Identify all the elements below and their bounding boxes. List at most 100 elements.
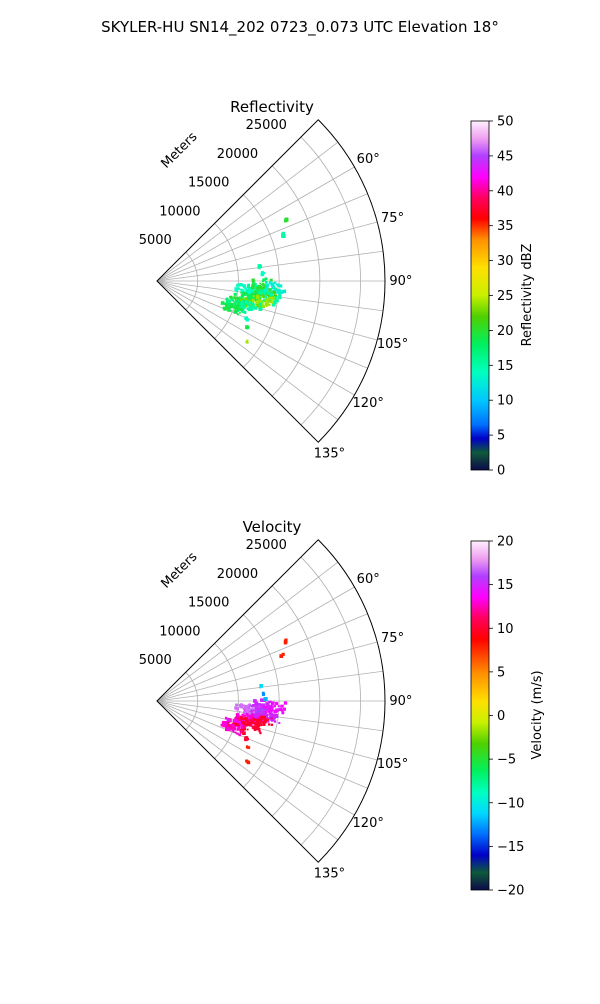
echo-gate	[234, 306, 237, 310]
echo-gate	[278, 290, 281, 293]
echo-gate	[253, 721, 257, 725]
echo-gate	[247, 303, 249, 305]
echo-gate	[274, 302, 277, 304]
echo-gate	[251, 285, 255, 290]
echo-gate	[259, 307, 263, 310]
echo-gate	[229, 718, 232, 721]
echo-gate	[235, 296, 239, 300]
echo-gate	[235, 304, 240, 309]
echo-gate	[282, 707, 286, 711]
echo-gate	[256, 712, 260, 716]
azimuth-gridline	[156, 700, 378, 761]
echo-gate	[225, 304, 228, 307]
range-tick-label: 5000	[139, 233, 172, 248]
echo-gate	[245, 759, 249, 763]
echo-gate	[222, 721, 225, 724]
echo-gate	[220, 301, 225, 305]
echo-gate	[279, 284, 283, 288]
echo-gate	[255, 286, 259, 290]
echo-gate	[247, 284, 249, 286]
echo-gate	[262, 305, 265, 309]
colorbar-tick-label: 0	[497, 464, 505, 479]
echo-gate	[257, 284, 262, 289]
echo-gate	[270, 718, 274, 722]
echo-gate	[233, 731, 235, 733]
echo-gate	[241, 720, 245, 725]
azimuth-gridline	[156, 280, 378, 341]
echo-gate	[271, 716, 276, 720]
echo-gate	[263, 278, 266, 282]
echo-gate	[235, 290, 238, 293]
azimuth-gridline	[156, 280, 368, 369]
echo-gate	[281, 652, 285, 656]
echo-gate	[236, 732, 239, 735]
echo-gate	[235, 707, 239, 711]
echo-gate	[237, 725, 240, 729]
echo-gate	[252, 709, 254, 712]
echo-gate	[259, 282, 261, 285]
echo-gate	[254, 710, 258, 714]
echo-gate	[260, 703, 263, 706]
echo-gate	[253, 725, 256, 728]
echo-gate	[255, 719, 259, 723]
echo-gate	[246, 720, 249, 723]
echo-gate	[254, 723, 259, 728]
velocity-colorbar-label: Velocity (m/s)	[530, 670, 545, 759]
echo-gate	[246, 728, 249, 731]
echo-gate	[255, 707, 258, 710]
echo-gate	[236, 299, 240, 303]
echo-gate	[227, 727, 231, 732]
echo-gate	[255, 302, 260, 306]
echo-gate	[257, 705, 260, 709]
echo-gate	[224, 716, 228, 720]
echo-gate	[247, 704, 250, 707]
echo-gate	[237, 302, 241, 306]
echo-gate	[245, 325, 248, 327]
echo-gate	[232, 724, 235, 727]
echo-gate	[240, 288, 243, 292]
echo-gate	[242, 718, 245, 721]
echo-gate	[237, 722, 240, 724]
azimuth-tick-label: 75°	[381, 211, 404, 226]
echo-gate	[248, 288, 252, 292]
echo-gate	[259, 265, 263, 268]
echo-gate	[262, 721, 265, 724]
echo-gate	[244, 737, 248, 742]
echo-gate	[262, 703, 266, 706]
echo-gate	[258, 717, 262, 721]
echo-gate	[262, 298, 265, 301]
azimuth-gridline	[156, 280, 355, 396]
echo-gate	[272, 291, 276, 295]
echo-gate	[267, 720, 270, 723]
echo-gate	[248, 712, 252, 715]
echo-gate	[223, 307, 226, 311]
echo-gate	[261, 693, 264, 696]
echo-gate	[225, 727, 229, 732]
echo-gate	[255, 708, 260, 713]
echo-gate	[245, 290, 248, 293]
echo-gate	[275, 709, 278, 712]
azimuth-gridline	[156, 166, 355, 282]
colorbar-tick-label: −10	[497, 796, 524, 811]
echo-gate	[242, 304, 246, 308]
echo-gate	[277, 283, 281, 288]
echo-gate	[277, 705, 280, 708]
colorbar-tick-label: −20	[497, 884, 524, 899]
echo-gate	[279, 288, 281, 291]
echo-gate	[228, 299, 231, 303]
azimuth-tick-label: 120°	[353, 396, 384, 411]
echo-gate	[268, 282, 271, 285]
echo-gate	[263, 290, 266, 292]
azimuth-gridline	[156, 250, 384, 282]
echo-gate	[271, 296, 275, 301]
echo-gate	[266, 717, 270, 720]
echo-gate	[244, 297, 248, 301]
echo-gate	[268, 291, 271, 294]
echo-gate	[265, 702, 269, 706]
echo-gate	[264, 707, 269, 712]
azimuth-gridline	[156, 280, 339, 421]
echo-gate	[253, 699, 257, 703]
echo-gate	[229, 302, 233, 306]
echo-gate	[235, 703, 238, 706]
